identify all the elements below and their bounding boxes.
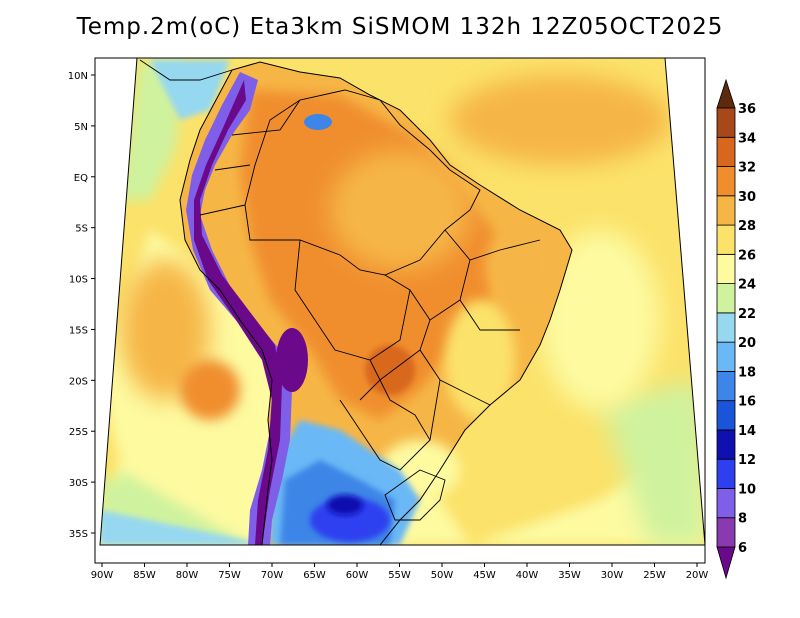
colorbar-swatch <box>716 136 736 167</box>
lon-tick-label: 60W <box>346 570 369 581</box>
temperature-field <box>100 58 705 545</box>
ocean-cool-band <box>100 230 705 545</box>
colorbar-max-arrow <box>716 78 736 109</box>
ocean-southeast-cool <box>600 380 705 545</box>
lat-tick-label: 15S <box>69 325 88 336</box>
colorbar-swatch <box>716 488 736 519</box>
lat-tick-label: 10N <box>68 71 88 82</box>
colorbar-swatch <box>716 312 736 343</box>
colorbar-swatch <box>716 224 736 255</box>
lon-tick-label: 20W <box>686 570 709 581</box>
lat-tick-label: EQ <box>74 173 88 184</box>
colorbar-label: 18 <box>738 365 756 380</box>
country-borders <box>199 89 541 521</box>
brazil-state-borders-2 <box>359 289 441 441</box>
lon-tick-label: 45W <box>473 570 496 581</box>
colorbar-swatch <box>716 517 736 548</box>
colorbar-label: 14 <box>738 424 756 439</box>
colorbar-min-arrow <box>716 546 736 580</box>
bolivia-border <box>294 239 411 361</box>
colorbar-swatch <box>716 253 736 284</box>
colorbar-swatch <box>716 400 736 431</box>
paraguay-border <box>339 359 431 471</box>
colorbar-label: 8 <box>738 512 747 527</box>
colorbar-label: 12 <box>738 453 756 468</box>
lat-tick-label: 35S <box>69 529 88 540</box>
lon-tick-label: 35W <box>558 570 581 581</box>
colorbar-label: 34 <box>738 131 756 146</box>
colorbar-swatch <box>716 341 736 372</box>
pacific-hot-spot <box>180 360 240 420</box>
guiana-highlands-cool <box>304 114 332 130</box>
altiplano-cold <box>276 328 308 392</box>
lon-tick-label: 85W <box>133 570 156 581</box>
lat-tick-label: 5S <box>75 224 88 235</box>
pampas-coldest <box>327 495 363 515</box>
lat-tick-label: 30S <box>69 478 88 489</box>
atlantic-warm-patch <box>450 75 670 165</box>
colorbar-label: 26 <box>738 248 756 263</box>
lon-tick-label: 55W <box>388 570 411 581</box>
lon-tick-label: 50W <box>431 570 454 581</box>
caribbean-cool <box>150 60 230 120</box>
colorbar-label: 28 <box>738 219 756 234</box>
lat-tick-label: 10S <box>69 275 88 286</box>
longitude-axis: 90W 85W 80W 75W 70W 65W 60W 55W 50W 45W 40W 35W 30W 2… <box>91 563 709 581</box>
colorbar-swatch <box>716 166 736 197</box>
latitude-axis: 10N 5N EQ 5S 10S 15S 20S 25S 30S 35S <box>68 71 95 540</box>
colorbar-label: 22 <box>738 307 756 322</box>
colorbar-label: 16 <box>738 395 756 410</box>
lat-tick-label: 5N <box>74 122 88 133</box>
ocean-southwest-cold <box>100 510 270 545</box>
lon-tick-label: 65W <box>303 570 326 581</box>
atlantic-mild-patch <box>540 230 660 410</box>
northeast-moderate <box>485 225 555 305</box>
colorbar-label: 30 <box>738 190 756 205</box>
coastline <box>179 61 573 545</box>
lon-tick-label: 90W <box>91 570 114 581</box>
colorbar-swatch <box>716 283 736 314</box>
colorbar-label: 24 <box>738 278 756 293</box>
lon-tick-label: 40W <box>516 570 539 581</box>
lat-tick-label: 20S <box>69 376 88 387</box>
uruguay-border <box>384 469 446 521</box>
colorbar-label: 20 <box>738 336 756 351</box>
colorbar-swatch <box>716 370 736 402</box>
andes-crest <box>194 80 282 545</box>
pacific-warm-patch <box>120 260 210 400</box>
colorbar-label: 32 <box>738 161 756 176</box>
colorbar-swatch <box>716 429 736 460</box>
map-title: Temp.2m(oC) Eta3km SiSMOM 132h 12Z05OCT2… <box>76 14 724 40</box>
interior-moderate-zone <box>330 150 470 270</box>
lon-tick-label: 70W <box>261 570 284 581</box>
colorbar-label: 10 <box>738 482 756 497</box>
brazil-state-borders <box>419 229 541 406</box>
colorbar-label: 36 <box>738 102 756 117</box>
colorbar: 6 8 10 12 14 16 18 20 22 24 26 28 30 32 34 36 <box>716 78 756 580</box>
southeast-plateau <box>445 300 515 420</box>
colorbar-swatch <box>716 195 736 226</box>
lon-tick-label: 80W <box>176 570 199 581</box>
lon-tick-label: 25W <box>643 570 666 581</box>
lon-tick-label: 75W <box>218 570 241 581</box>
central-america-coast <box>139 59 233 81</box>
colorbar-swatch <box>716 458 736 489</box>
lat-tick-label: 25S <box>69 427 88 438</box>
andean-borders <box>199 99 301 216</box>
lon-tick-label: 30W <box>601 570 624 581</box>
colorbar-swatch <box>716 107 736 138</box>
colorbar-label: 6 <box>738 541 747 556</box>
